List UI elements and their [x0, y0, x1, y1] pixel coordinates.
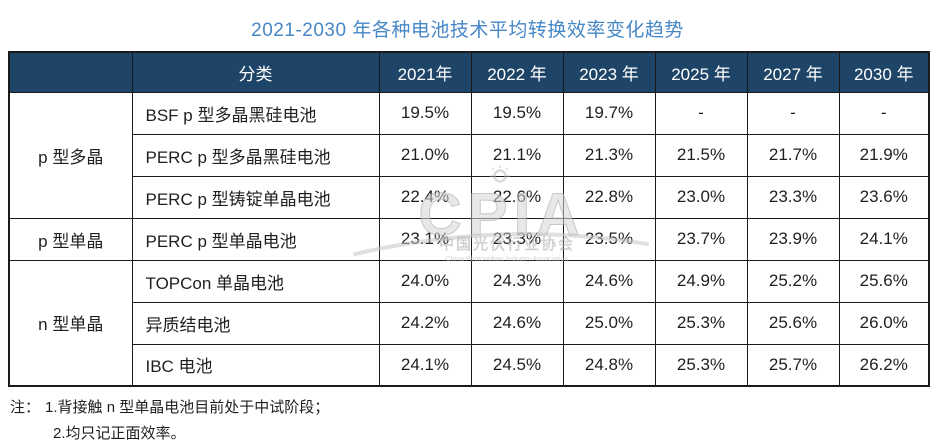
value-cell: 21.3%: [562, 133, 656, 177]
category-cell: PERC p 型铸锭单晶电池: [131, 175, 380, 219]
category-cell: TOPCon 单晶电池: [131, 259, 380, 303]
value-cell: 25.6%: [746, 301, 840, 345]
value-cell: 23.0%: [654, 175, 748, 219]
value-cell: 23.6%: [838, 175, 930, 219]
footnote-label: 注：: [10, 399, 41, 416]
value-cell: 23.5%: [562, 217, 656, 261]
value-cell: 24.5%: [470, 343, 564, 387]
group-cell: p 型多晶: [8, 91, 133, 219]
category-cell: PERC p 型单晶电池: [131, 217, 380, 261]
table-row: PERC p 型多晶黑硅电池 21.0% 21.1% 21.3% 21.5% 2…: [9, 133, 930, 177]
table-row: IBC 电池 24.1% 24.5% 24.8% 25.3% 25.7% 26.…: [9, 343, 930, 387]
value-cell: 25.2%: [746, 259, 840, 303]
group-cell: n 型单晶: [8, 259, 133, 387]
year-header: 2022 年: [470, 51, 564, 93]
value-cell: 19.5%: [470, 91, 564, 135]
table-row: p 型单晶 PERC p 型单晶电池 23.1% 23.3% 23.5% 23.…: [8, 217, 930, 261]
value-cell: 24.6%: [470, 301, 564, 345]
value-cell: 26.0%: [838, 301, 930, 345]
value-cell: 25.3%: [654, 301, 748, 345]
year-header: 2027 年: [746, 51, 840, 93]
group-cell: p 型单晶: [8, 217, 133, 261]
value-cell: 24.1%: [378, 343, 472, 387]
page-title: 2021-2030 年各种电池技术平均转换效率变化趋势: [251, 20, 684, 41]
value-cell: 24.8%: [562, 343, 656, 387]
year-header: 2030 年: [838, 51, 930, 93]
value-cell: 24.2%: [378, 301, 472, 345]
value-cell: 21.1%: [470, 133, 564, 177]
value-cell: 22.6%: [470, 175, 564, 219]
category-cell: PERC p 型多晶黑硅电池: [131, 133, 380, 177]
year-header: 2023 年: [562, 51, 656, 93]
table-row: n 型单晶 TOPCon 单晶电池 24.0% 24.3% 24.6% 24.9…: [8, 259, 930, 387]
value-cell: 21.0%: [378, 133, 472, 177]
category-header: 分类: [131, 51, 380, 93]
value-cell: 23.9%: [746, 217, 840, 261]
header-row: 分类 2021年 2022 年 2023 年 2025 年 2027 年 203…: [8, 51, 930, 93]
value-cell: 25.3%: [654, 343, 748, 387]
value-cell: 25.0%: [562, 301, 656, 345]
value-cell: 24.1%: [838, 217, 930, 261]
value-cell: 24.3%: [470, 259, 564, 303]
footnote-line: 2.均只记正面效率。: [53, 425, 186, 442]
year-header: 2021年: [378, 51, 472, 93]
value-cell: 21.7%: [746, 133, 840, 177]
value-cell: 23.3%: [746, 175, 840, 219]
value-cell: 19.5%: [378, 91, 472, 135]
value-cell: 23.1%: [378, 217, 472, 261]
year-header: 2025 年: [654, 51, 748, 93]
footnote-line: 1.背接触 n 型单晶电池目前处于中试阶段；: [45, 399, 330, 416]
footnotes: 注： 1.背接触 n 型单晶电池目前处于中试阶段； 2.均只记正面效率。: [10, 395, 329, 447]
value-cell: 22.4%: [378, 175, 472, 219]
value-cell: 21.5%: [654, 133, 748, 177]
value-cell: -: [654, 91, 748, 135]
value-cell: 19.7%: [562, 91, 656, 135]
category-cell: IBC 电池: [131, 343, 380, 387]
value-cell: 23.7%: [654, 217, 748, 261]
value-cell: 22.8%: [562, 175, 656, 219]
table-row: 异质结电池 24.2% 24.6% 25.0% 25.3% 25.6% 26.0…: [9, 301, 930, 345]
footnote-lines: 1.背接触 n 型单晶电池目前处于中试阶段； 2.均只记正面效率。: [45, 395, 329, 447]
corner-header: [8, 51, 133, 93]
value-cell: 25.6%: [838, 259, 930, 303]
table-row: PERC p 型铸锭单晶电池 22.4% 22.6% 22.8% 23.0% 2…: [9, 175, 930, 219]
category-cell: BSF p 型多晶黑硅电池: [131, 91, 380, 135]
value-cell: 23.3%: [470, 217, 564, 261]
value-cell: 26.2%: [838, 343, 930, 387]
value-cell: 25.7%: [746, 343, 840, 387]
value-cell: -: [838, 91, 930, 135]
value-cell: -: [746, 91, 840, 135]
value-cell: 24.9%: [654, 259, 748, 303]
value-cell: 21.9%: [838, 133, 930, 177]
efficiency-table: 分类 2021年 2022 年 2023 年 2025 年 2027 年 203…: [8, 51, 930, 387]
value-cell: 24.0%: [378, 259, 472, 303]
value-cell: 24.6%: [562, 259, 656, 303]
category-cell: 异质结电池: [131, 301, 380, 345]
table-row: p 型多晶 BSF p 型多晶黑硅电池 19.5% 19.5% 19.7% - …: [8, 91, 930, 219]
